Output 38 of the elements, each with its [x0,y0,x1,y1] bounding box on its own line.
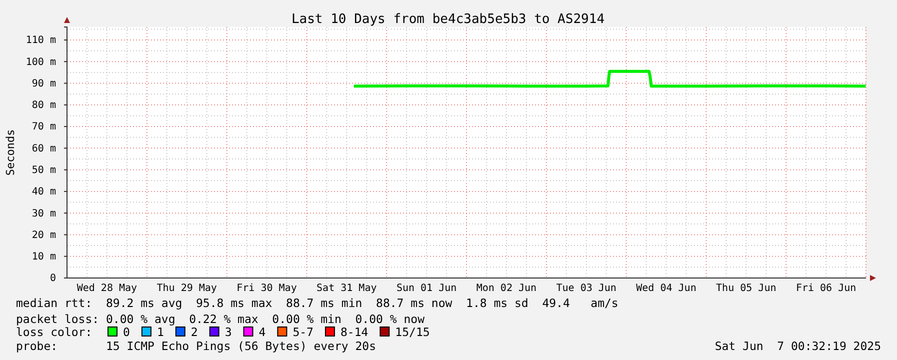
y-tick-label: 50 m [32,165,56,176]
y-tick-label: 10 m [32,252,56,263]
y-tick-label: 20 m [32,230,56,241]
x-tick-label: Thu 29 May [156,283,217,294]
y-tick-label: 100 m [26,56,56,68]
y-tick-label: 70 m [32,122,56,133]
text: 4 [258,325,266,339]
text: 15/15 [395,325,430,339]
text: 3 [224,325,232,339]
text: 5-7 [292,325,314,339]
y-axis-title: Seconds [4,129,17,176]
text: 8-14 [340,325,368,339]
y-tick-label: 30 m [32,208,56,220]
text: Sat Jun 7 00:32:19 2025 [714,339,881,353]
text: median rtt: 89.2 ms avg 95.8 ms max 88.7 ms min 88.7 ms now 1.8 ms sd 49.4 am/s [16,296,618,310]
x-tick-label: Sat 31 May [316,283,377,294]
text: 1 [156,325,164,339]
chart-title: Last 10 Days from be4c3ab5e5b3 to AS2914 [291,12,605,27]
text: 0 [123,325,130,339]
x-tick-label: Thu 05 Jun [716,283,776,294]
x-tick-label: Fri 06 Jun [796,283,856,294]
text: 2 [190,325,198,339]
y-tick-label: 0 [50,273,56,284]
x-tick-label: Fri 30 May [236,283,297,294]
y-tick-label: 110 m [26,35,56,46]
x-tick-label: Wed 04 Jun [636,283,696,294]
y-tick-label: 40 m [32,186,56,198]
y-tick-label: 60 m [32,143,56,154]
x-tick-label: Mon 02 Jun [476,283,537,294]
text: loss color: [16,325,92,339]
x-tick-label: Wed 28 May [76,283,138,294]
y-tick-label: 80 m [32,100,56,112]
x-tick-label: Tue 03 Jun [556,283,616,294]
text: packet loss: 0.00 % avg 0.22 % max 0.00 % min 0.00 % now [16,312,425,326]
y-tick-label: 90 m [32,78,56,90]
text: probe: 15 ICMP Echo Pings (56 Bytes) every 20s [16,339,376,353]
line-series [352,70,868,88]
x-tick-label: Sun 01 Jun [396,283,457,294]
